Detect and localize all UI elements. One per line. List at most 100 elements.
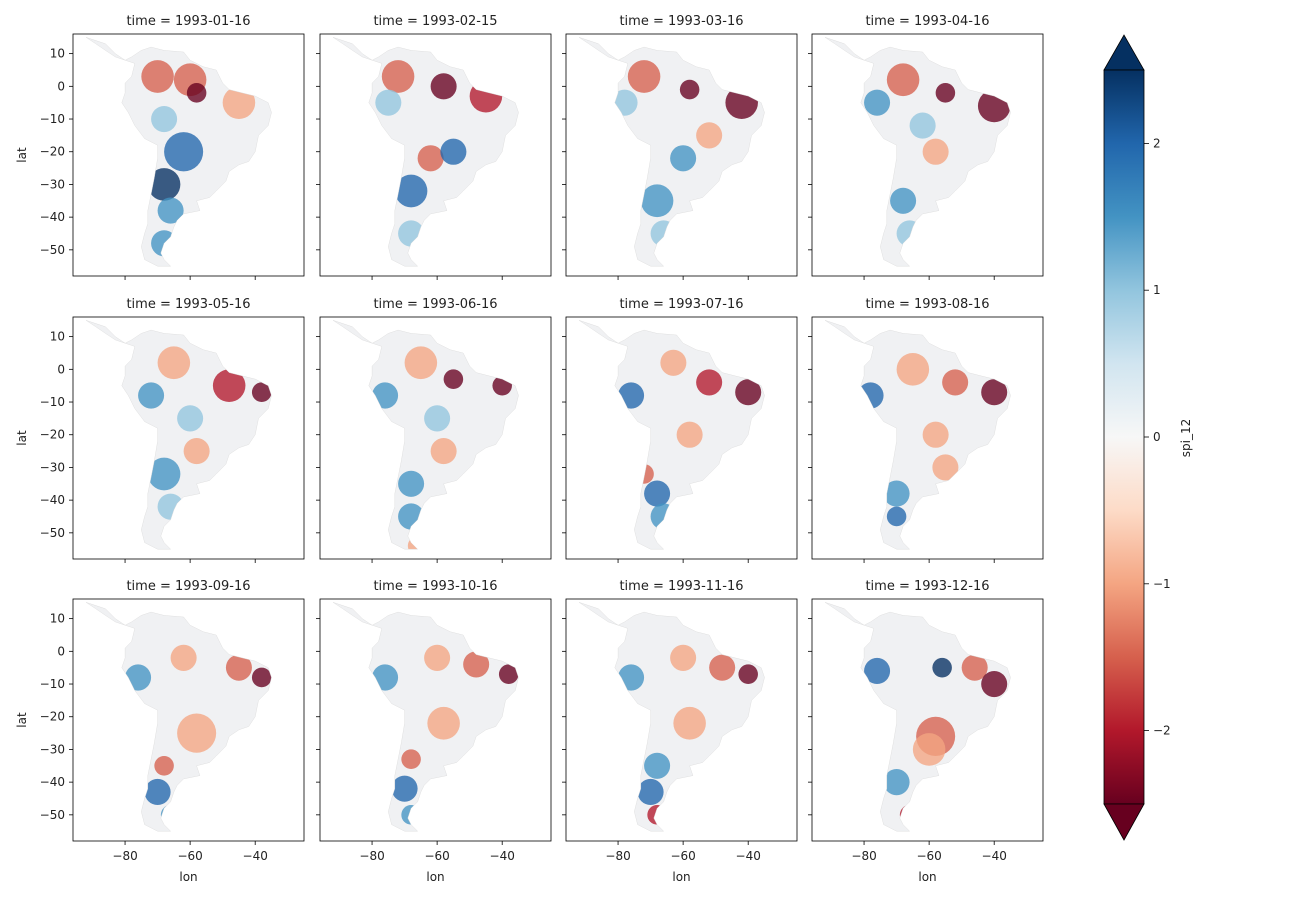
y-tick-label: 10: [50, 612, 65, 626]
panel-title: time = 1993-04-16: [865, 14, 989, 29]
x-tick-label: −60: [177, 849, 202, 863]
colorbar-tick-label: −2: [1153, 724, 1171, 738]
panel-frame: [565, 316, 798, 560]
panel: time = 1993-08-16: [808, 297, 1044, 563]
x-axis-label: lon: [179, 870, 197, 884]
panel: time = 1993-01-16 10 0 −10 −20 −30 −40 −50 lat: [15, 14, 305, 280]
panel-map: [333, 37, 519, 267]
x-tick-label: −60: [916, 849, 941, 863]
panel-map: [86, 602, 272, 832]
colorbar-tick-label: 2: [1153, 136, 1161, 150]
x-tick-label: −40: [490, 849, 515, 863]
panel: time = 1993-07-16: [562, 297, 798, 563]
panel-title: time = 1993-07-16: [619, 297, 743, 312]
y-tick-label: −10: [40, 395, 65, 409]
colorbar-extend-top: [1103, 34, 1145, 71]
panel-title: time = 1993-02-15: [373, 14, 497, 29]
y-tick-label: −50: [40, 526, 65, 540]
y-tick-label: −20: [40, 145, 65, 159]
panel-title: time = 1993-11-16: [619, 579, 743, 594]
panel-frame: [319, 598, 552, 842]
panel-title: time = 1993-05-16: [126, 297, 250, 312]
colorbar-label: spi_12: [1179, 419, 1193, 457]
panel: time = 1993-02-15: [316, 14, 552, 280]
y-tick-label: −30: [40, 742, 65, 756]
panel: time = 1993-09-16 −80 −60 −40 lon 10 0 −10 −20 −3…: [15, 579, 305, 884]
panel-title: time = 1993-09-16: [126, 579, 250, 594]
panel-frame: [319, 33, 552, 277]
y-tick-label: 0: [57, 79, 65, 93]
panel-title: time = 1993-10-16: [373, 579, 497, 594]
panel: time = 1993-10-16 −80 −60 −40 lon: [316, 579, 552, 884]
panel: time = 1993-05-16 10 0 −10 −20 −30 −40 −50 lat: [15, 297, 305, 563]
y-tick-label: −10: [40, 677, 65, 691]
panel-frame: [811, 33, 1044, 277]
x-tick-label: −80: [605, 849, 630, 863]
panel-title: time = 1993-03-16: [619, 14, 743, 29]
panel-frame: [72, 316, 305, 560]
panel: time = 1993-12-16 −80 −60 −40 lon: [808, 579, 1044, 884]
x-tick-label: −40: [736, 849, 761, 863]
y-tick-label: −10: [40, 112, 65, 126]
x-axis-label: lon: [672, 870, 690, 884]
panel-title: time = 1993-01-16: [126, 14, 250, 29]
colorbar-tick-label: 0: [1153, 430, 1161, 444]
panel: time = 1993-03-16: [562, 14, 798, 280]
x-axis-label: lon: [918, 870, 936, 884]
colorbar-body: [1103, 69, 1145, 805]
panel-map: [86, 320, 272, 550]
x-axis-label: lon: [426, 870, 444, 884]
y-axis-label: lat: [15, 430, 29, 446]
panel-map: [825, 37, 1011, 267]
panel-title: time = 1993-12-16: [865, 579, 989, 594]
panel-frame: [565, 33, 798, 277]
panel-map: [825, 602, 1011, 832]
y-tick-label: 10: [50, 47, 65, 61]
panel-map: [333, 602, 519, 832]
y-tick-label: −50: [40, 243, 65, 257]
x-tick-label: −80: [359, 849, 384, 863]
panel-frame: [811, 598, 1044, 842]
colorbar-tick-label: 1: [1153, 283, 1161, 297]
panel: time = 1993-11-16 −80 −60 −40 lon: [562, 579, 798, 884]
panel-map: [579, 320, 765, 550]
panel-grid: time = 1993-01-16100−10−20−30−40−50latti…: [15, 14, 1044, 884]
y-tick-label: −30: [40, 460, 65, 474]
colorbar-tick-label: −1: [1153, 577, 1171, 591]
y-tick-label: −20: [40, 428, 65, 442]
panel-map: [579, 602, 765, 832]
y-tick-label: 0: [57, 644, 65, 658]
panel-frame: [72, 33, 305, 277]
panel: time = 1993-04-16: [808, 14, 1044, 280]
y-tick-label: −40: [40, 210, 65, 224]
panel-title: time = 1993-08-16: [865, 297, 989, 312]
panel-frame: [565, 598, 798, 842]
x-tick-label: −60: [670, 849, 695, 863]
y-tick-label: −40: [40, 493, 65, 507]
panel-frame: [319, 316, 552, 560]
y-axis-label: lat: [15, 147, 29, 163]
x-tick-label: −80: [851, 849, 876, 863]
x-tick-label: −40: [982, 849, 1007, 863]
panel-map: [86, 37, 272, 267]
panel-map: [333, 320, 519, 550]
panel-frame: [72, 598, 305, 842]
panel-title: time = 1993-06-16: [373, 297, 497, 312]
y-tick-label: −20: [40, 710, 65, 724]
y-tick-label: 0: [57, 362, 65, 376]
y-tick-label: 10: [50, 330, 65, 344]
colorbar-extend-bottom: [1103, 803, 1145, 841]
x-tick-label: −60: [424, 849, 449, 863]
y-tick-label: −50: [40, 808, 65, 822]
x-tick-label: −80: [112, 849, 137, 863]
colorbar: 2 1 0 −1 −2 spi_12: [1103, 34, 1193, 841]
x-tick-label: −40: [243, 849, 268, 863]
panel: time = 1993-06-16: [316, 297, 552, 563]
y-tick-label: −30: [40, 177, 65, 191]
y-axis-label: lat: [15, 712, 29, 728]
panel-map: [825, 320, 1011, 550]
y-tick-label: −40: [40, 775, 65, 789]
panel-map: [579, 37, 765, 267]
panel-frame: [811, 316, 1044, 560]
